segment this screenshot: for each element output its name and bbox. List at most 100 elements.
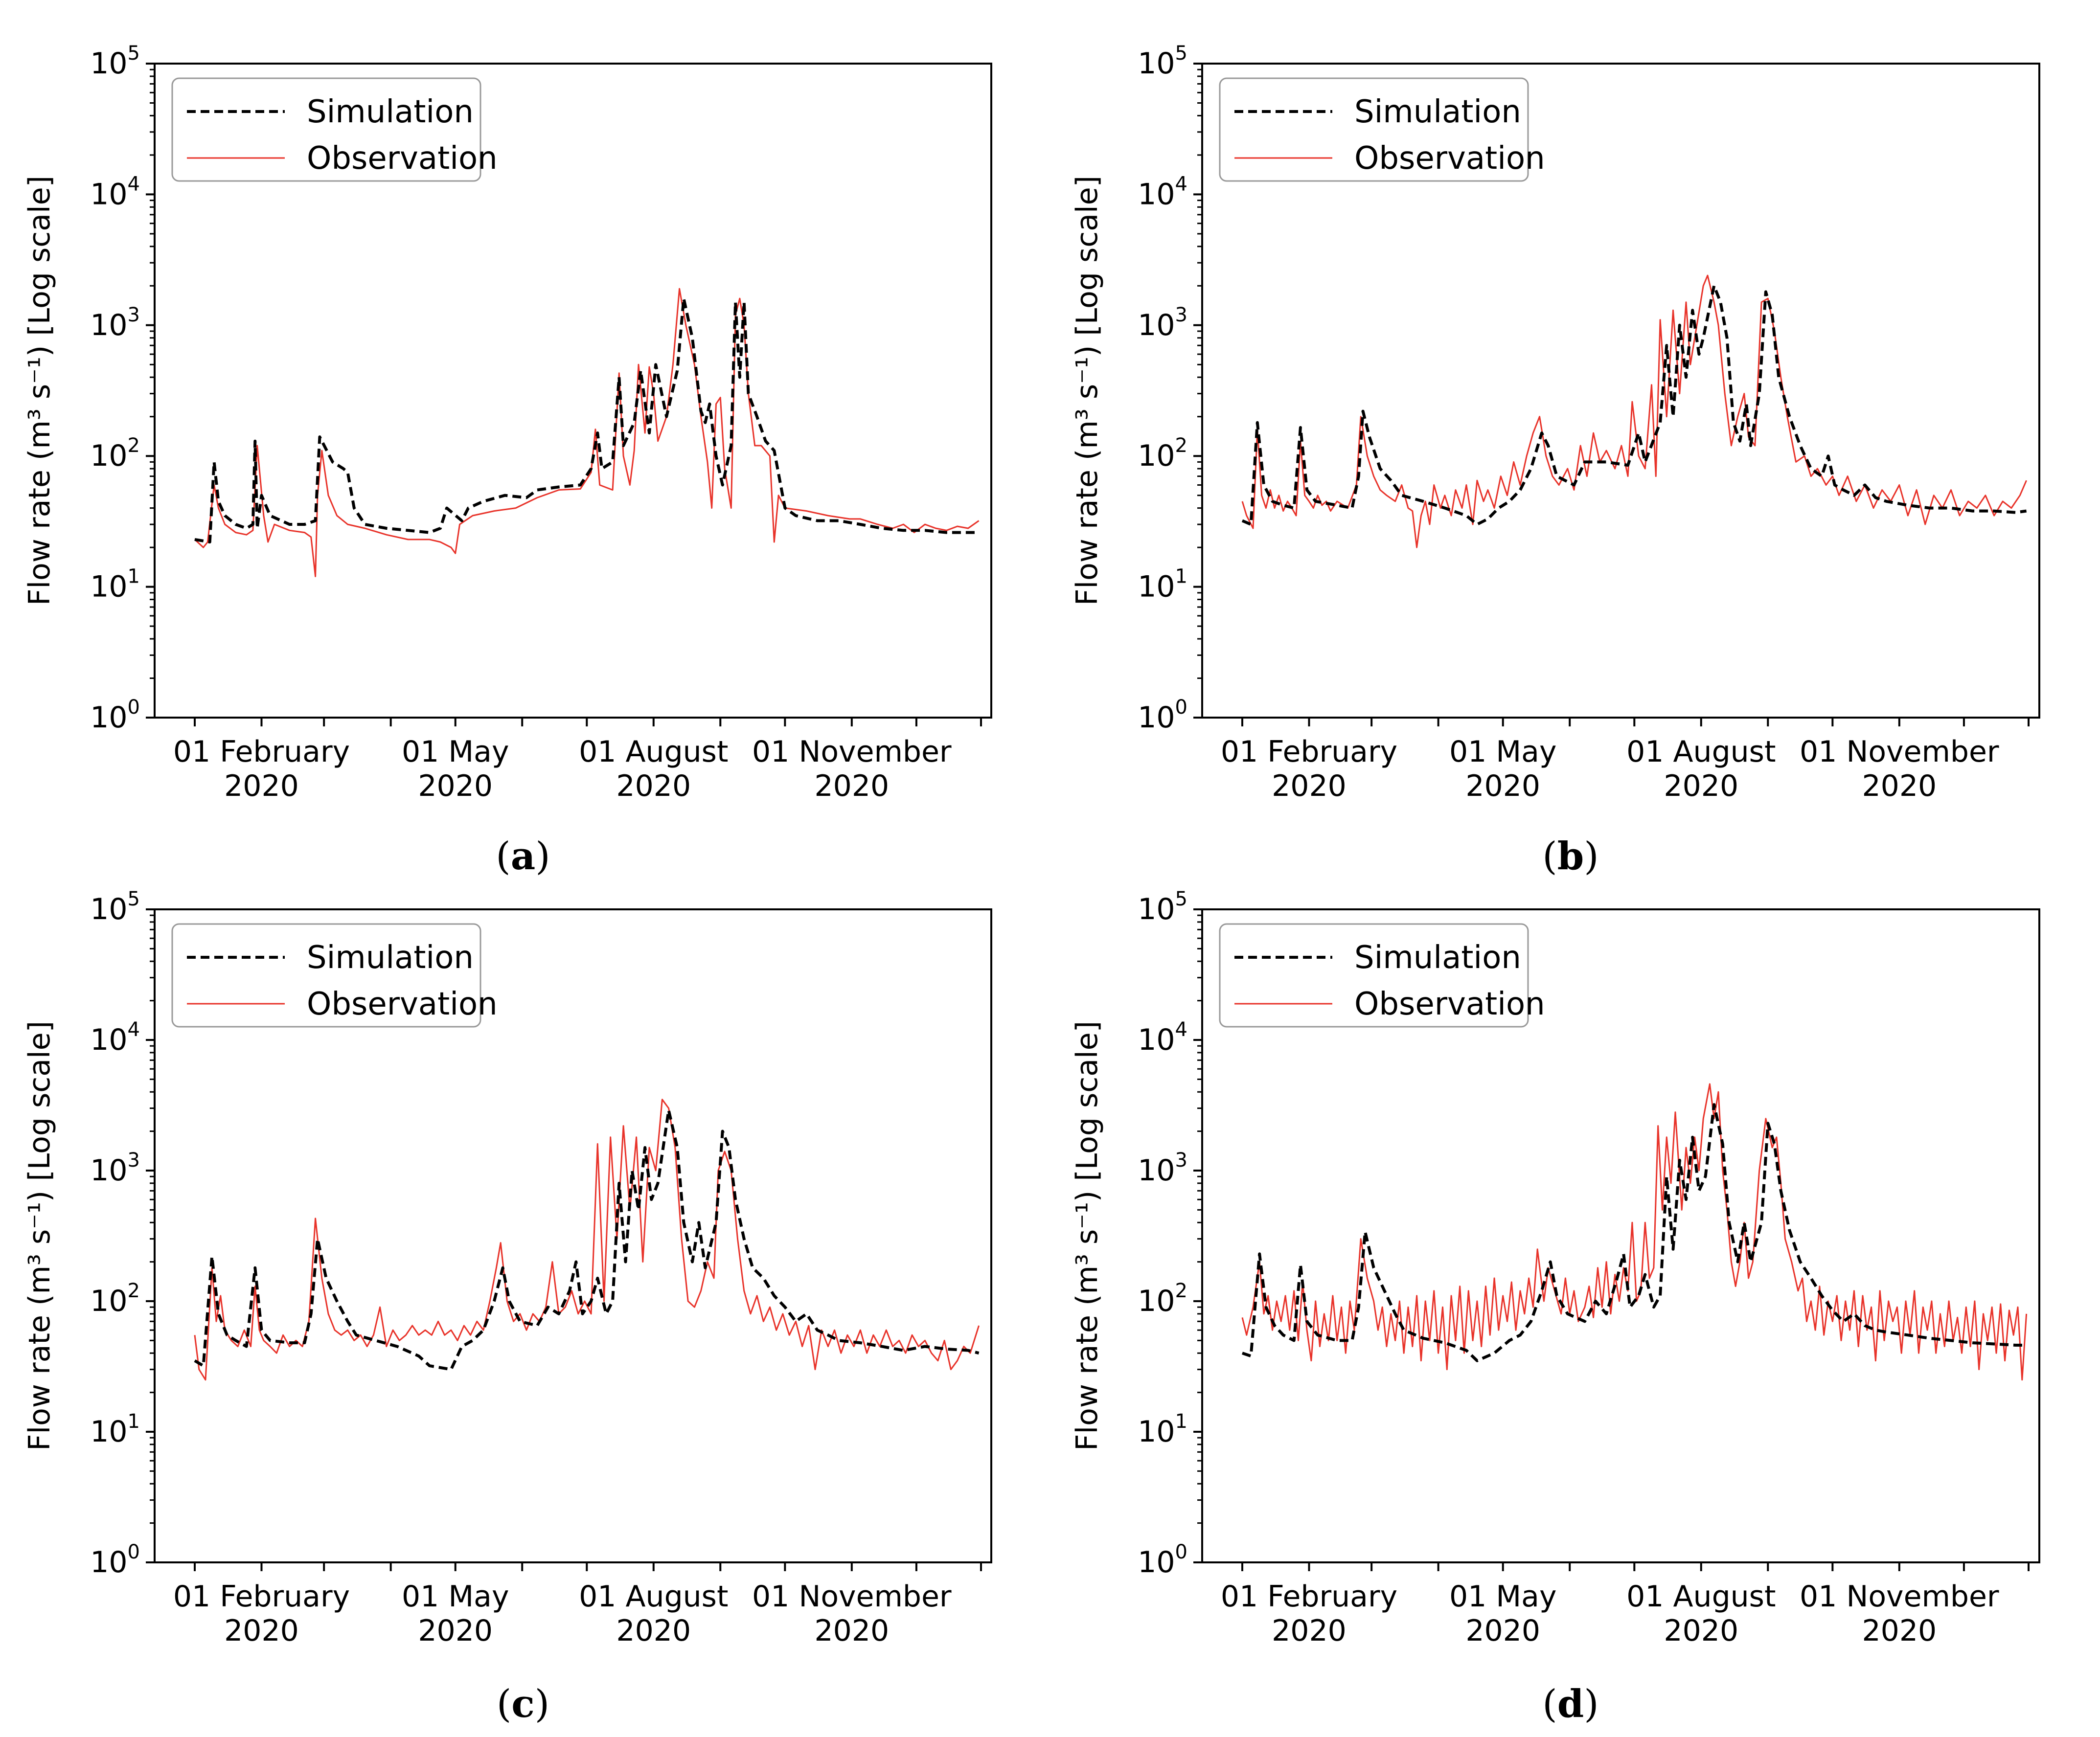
y-tick-label-base: 10 bbox=[90, 439, 127, 473]
legend-simulation-label-b: Simulation bbox=[1354, 94, 1521, 130]
x-tick-label-a: 01 August bbox=[579, 735, 728, 769]
simulation-line-c bbox=[194, 1108, 980, 1371]
legend-observation-label-b: Observation bbox=[1354, 140, 1545, 177]
y-tick-label-base: 10 bbox=[90, 700, 127, 735]
y-tick-label-a: 101 bbox=[90, 565, 140, 604]
legend-observation-label-d: Observation bbox=[1354, 986, 1545, 1022]
y-tick-label-exponent: 5 bbox=[128, 42, 140, 65]
panel-a-caption: (a) bbox=[496, 834, 550, 879]
legend-box-d bbox=[1219, 923, 1529, 1028]
x-tick-label-a: 01 November bbox=[752, 735, 952, 769]
x-tick-label-year-b: 2020 bbox=[1465, 769, 1540, 803]
y-tick-label-exponent: 1 bbox=[1175, 565, 1187, 588]
y-tick-label-base: 10 bbox=[1138, 1023, 1175, 1057]
legend-simulation-label-a: Simulation bbox=[307, 94, 474, 130]
y-tick-label-a: 104 bbox=[90, 173, 140, 211]
legend-box-b bbox=[1219, 77, 1529, 182]
panel-d-caption-open: ( bbox=[1542, 1682, 1557, 1726]
y-tick-label-b: 104 bbox=[1138, 173, 1187, 211]
y-tick-label-base: 10 bbox=[1138, 1545, 1175, 1579]
x-tick-label-b: 01 May bbox=[1449, 735, 1556, 769]
x-tick-label-year-c: 2020 bbox=[814, 1614, 889, 1648]
y-tick-label-b: 103 bbox=[1138, 304, 1187, 342]
y-tick-label-base: 10 bbox=[1138, 570, 1175, 604]
x-tick-label-year-c: 2020 bbox=[418, 1614, 493, 1648]
y-tick-label-d: 101 bbox=[1138, 1410, 1187, 1449]
x-tick-label-b: 01 August bbox=[1626, 735, 1776, 769]
y-tick-label-base: 10 bbox=[1138, 177, 1175, 211]
legend-box-c bbox=[171, 923, 481, 1028]
y-tick-label-b: 105 bbox=[1138, 42, 1187, 81]
y-tick-label-exponent: 3 bbox=[128, 1149, 140, 1172]
y-tick-label-base: 10 bbox=[90, 1545, 127, 1579]
y-tick-label-base: 10 bbox=[90, 1415, 127, 1449]
x-tick-label-a: 01 February bbox=[173, 735, 350, 769]
x-tick-label-year-d: 2020 bbox=[1465, 1614, 1540, 1648]
y-tick-label-exponent: 5 bbox=[1175, 888, 1187, 910]
x-tick-label-year-d: 2020 bbox=[1664, 1614, 1738, 1648]
legend-simulation-label-d: Simulation bbox=[1354, 940, 1521, 976]
y-tick-label-exponent: 5 bbox=[1175, 42, 1187, 65]
simulation-line-d bbox=[1242, 1103, 2027, 1362]
legend-observation-label-c: Observation bbox=[307, 986, 498, 1022]
y-tick-label-c: 104 bbox=[90, 1018, 140, 1057]
panel-d-caption-letter: d bbox=[1557, 1682, 1584, 1726]
y-tick-label-base: 10 bbox=[1138, 1284, 1175, 1318]
y-tick-label-exponent: 1 bbox=[128, 1410, 140, 1433]
y-tick-label-base: 10 bbox=[90, 1284, 127, 1318]
y-tick-label-exponent: 0 bbox=[128, 696, 140, 719]
y-tick-label-exponent: 2 bbox=[128, 1280, 140, 1302]
x-tick-label-d: 01 August bbox=[1626, 1579, 1776, 1614]
y-tick-label-c: 102 bbox=[90, 1280, 140, 1318]
y-tick-label-base: 10 bbox=[90, 308, 127, 342]
observation-line-c bbox=[194, 1099, 980, 1381]
y-tick-label-base: 10 bbox=[1138, 308, 1175, 342]
y-tick-label-base: 10 bbox=[90, 177, 127, 211]
y-tick-label-base: 10 bbox=[1138, 46, 1175, 81]
y-tick-label-exponent: 2 bbox=[1175, 1280, 1187, 1302]
simulation-line-a bbox=[194, 297, 979, 543]
panel-b-caption-letter: b bbox=[1557, 834, 1584, 879]
panel-c-caption-close: ) bbox=[535, 1682, 549, 1726]
panel-b-caption: (b) bbox=[1542, 834, 1598, 879]
legend-a: Simulation Observation bbox=[171, 77, 498, 182]
x-tick-label-year-d: 2020 bbox=[1272, 1614, 1347, 1648]
y-tick-label-base: 10 bbox=[90, 46, 127, 81]
simulation-line-b bbox=[1241, 284, 2027, 526]
panel-a-caption-close: ) bbox=[535, 835, 550, 879]
y-tick-label-base: 10 bbox=[90, 570, 127, 604]
plot-area-d bbox=[1201, 908, 2040, 1563]
legend-c: Simulation Observation bbox=[171, 923, 498, 1028]
y-tick-label-a: 102 bbox=[90, 434, 140, 473]
y-axis-title-d: Flow rate (m³ s⁻¹) [Log scale] bbox=[1070, 1021, 1104, 1451]
y-tick-label-exponent: 2 bbox=[128, 434, 140, 457]
y-tick-label-exponent: 2 bbox=[1175, 434, 1187, 457]
y-tick-label-b: 100 bbox=[1138, 696, 1187, 735]
plot-area-a bbox=[154, 63, 992, 719]
y-tick-label-b: 102 bbox=[1138, 434, 1187, 473]
x-tick-label-b: 01 November bbox=[1800, 735, 1999, 769]
y-tick-label-d: 102 bbox=[1138, 1280, 1187, 1318]
panel-c-caption-letter: c bbox=[511, 1682, 535, 1726]
y-tick-label-c: 101 bbox=[90, 1410, 140, 1449]
y-tick-label-base: 10 bbox=[90, 892, 127, 926]
x-tick-label-year-c: 2020 bbox=[616, 1614, 691, 1648]
x-tick-label-year-b: 2020 bbox=[1862, 769, 1937, 803]
y-tick-label-a: 100 bbox=[90, 696, 140, 735]
y-axis-title-b: Flow rate (m³ s⁻¹) [Log scale] bbox=[1070, 176, 1104, 606]
y-tick-label-exponent: 4 bbox=[1175, 173, 1187, 195]
x-tick-label-d: 01 May bbox=[1449, 1579, 1556, 1614]
panel-c-caption-open: ( bbox=[497, 1682, 511, 1726]
legend-simulation-label-c: Simulation bbox=[307, 940, 474, 976]
y-tick-label-exponent: 3 bbox=[128, 304, 140, 326]
x-tick-label-c: 01 August bbox=[579, 1579, 728, 1614]
y-tick-label-base: 10 bbox=[1138, 439, 1175, 473]
